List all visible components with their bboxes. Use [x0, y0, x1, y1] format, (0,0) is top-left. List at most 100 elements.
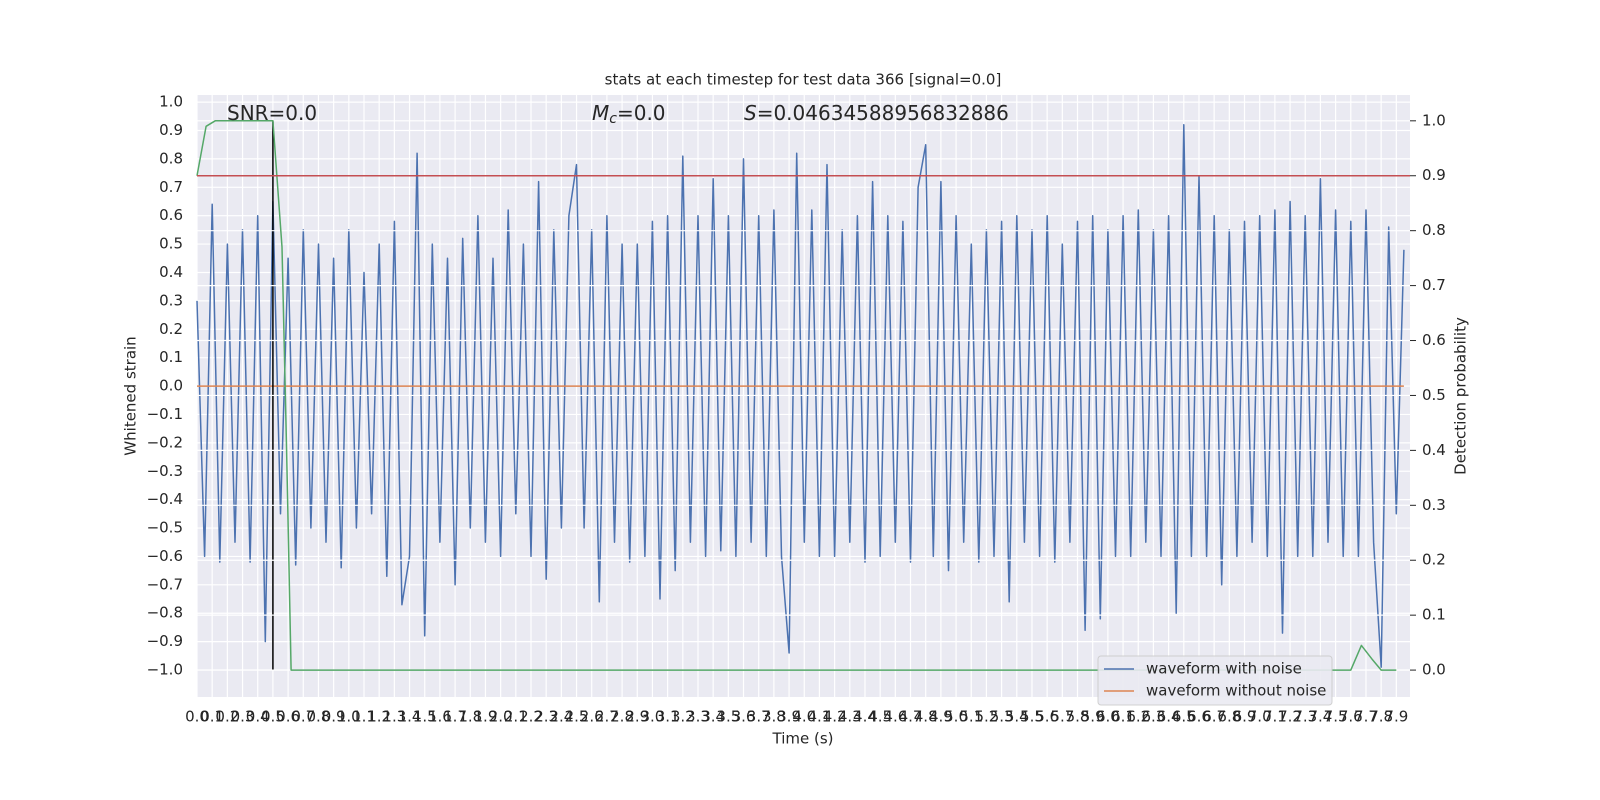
- y-tick-label: −0.3: [147, 462, 183, 480]
- x-tick-label: 0.6: [276, 708, 300, 726]
- x-tick-label: 4.3: [838, 708, 862, 726]
- annotation: S=0.04634588956832886: [744, 101, 1009, 125]
- y-tick-label: 0.0: [159, 377, 183, 395]
- annotation-symbol: M: [592, 101, 609, 125]
- y-tick-label: −0.6: [147, 547, 183, 565]
- x-tick-label: 3.8: [762, 708, 786, 726]
- probability-line: [196, 120, 1397, 671]
- x-tick-label: 1.4: [398, 708, 422, 726]
- x-tick-label: 1.6: [428, 708, 452, 726]
- y-tick-label: −0.2: [147, 433, 183, 451]
- x-tick-label: 1.7: [443, 708, 467, 726]
- x-tick-label: 4.0: [792, 708, 816, 726]
- x-tick-label: 2.6: [580, 708, 604, 726]
- x-tick-label: 5.9: [1081, 708, 1105, 726]
- x-tick-label: 6.6: [1187, 708, 1211, 726]
- x-tick-label: 7.5: [1324, 708, 1348, 726]
- y-tick-label: −0.5: [147, 519, 183, 537]
- annotation-text: =0.04634588956832886: [757, 101, 1009, 125]
- x-tick-label: 3.1: [656, 708, 680, 726]
- y2-tick-label: 0.2: [1422, 551, 1446, 569]
- y-tick-label: 0.5: [159, 235, 183, 253]
- x-tick-label: 6.8: [1217, 708, 1241, 726]
- x-tick-label: 6.3: [1142, 708, 1166, 726]
- x-tick-label: 6.2: [1126, 708, 1150, 726]
- x-tick-label: 6.1: [1111, 708, 1135, 726]
- x-tick-label: 4.1: [808, 708, 832, 726]
- x-tick-label: 1.8: [458, 708, 482, 726]
- x-tick-label: 0.5: [261, 708, 285, 726]
- x-tick-label: 2.3: [534, 708, 558, 726]
- x-tick-label: 5.3: [990, 708, 1014, 726]
- x-tick-label: 2.4: [549, 708, 573, 726]
- y-tick-label: −0.4: [147, 490, 183, 508]
- chart-title: stats at each timestep for test data 366…: [605, 71, 1002, 89]
- x-tick-label: 7.8: [1369, 708, 1393, 726]
- x-tick-label: 5.5: [1020, 708, 1044, 726]
- y2-tick-label: 0.4: [1422, 441, 1446, 459]
- x-axis-label: Time (s): [772, 730, 834, 748]
- legend-label: waveform with noise: [1146, 660, 1302, 678]
- x-tick-label: 6.4: [1157, 708, 1181, 726]
- x-tick-label: 6.9: [1233, 708, 1257, 726]
- y-tick-label: 0.9: [159, 121, 183, 139]
- y-tick-label: 0.3: [159, 291, 183, 309]
- y-tick-label: 0.1: [159, 348, 183, 366]
- series-line: [196, 124, 1405, 668]
- x-tick-label: 4.6: [883, 708, 907, 726]
- y2-tick-label: 0.1: [1422, 606, 1446, 624]
- x-tick-label: 7.9: [1384, 708, 1408, 726]
- x-tick-label: 5.0: [944, 708, 968, 726]
- y-tick-label: 0.6: [159, 206, 183, 224]
- x-tick-label: 7.0: [1248, 708, 1272, 726]
- y-tick-label: −0.8: [147, 604, 183, 622]
- x-tick-label: 7.1: [1263, 708, 1287, 726]
- x-tick-label: 7.4: [1308, 708, 1332, 726]
- x-tick-label: 3.5: [716, 708, 740, 726]
- x-tick-label: 0.4: [246, 708, 270, 726]
- y-tick-label: 0.2: [159, 320, 183, 338]
- y-axis-label: Whitened strain: [122, 336, 140, 455]
- y-tick-label: −0.7: [147, 575, 183, 593]
- y-tick-label: 1.0: [159, 93, 183, 111]
- x-tick-label: 0.0: [185, 708, 209, 726]
- y-tick-label: −1.0: [147, 661, 183, 679]
- x-tick-label: 3.2: [671, 708, 695, 726]
- x-tick-label: 4.4: [853, 708, 877, 726]
- x-tick-label: 3.3: [686, 708, 710, 726]
- annotation-text: =0.0: [617, 101, 666, 125]
- x-tick-label: 0.7: [291, 708, 315, 726]
- x-tick-label: 6.7: [1202, 708, 1226, 726]
- y2-tick-label: 0.8: [1422, 221, 1446, 239]
- x-tick-label: 1.5: [413, 708, 437, 726]
- y2-tick-label: 0.9: [1422, 166, 1446, 184]
- y2-tick-label: 0.7: [1422, 276, 1446, 294]
- x-tick-label: 3.6: [732, 708, 756, 726]
- x-tick-label: 7.7: [1354, 708, 1378, 726]
- x-tick-label: 6.5: [1172, 708, 1196, 726]
- x-tick-label: 1.2: [367, 708, 391, 726]
- x-tick-label: 1.1: [352, 708, 376, 726]
- x-tick-label: 5.1: [959, 708, 983, 726]
- x-tick-label: 3.0: [641, 708, 665, 726]
- y-tick-label: 0.8: [159, 149, 183, 167]
- x-tick-label: 3.7: [747, 708, 771, 726]
- x-tick-label: 5.6: [1035, 708, 1059, 726]
- annotation-subscript: c: [609, 111, 617, 127]
- x-tick-label: 0.1: [200, 708, 224, 726]
- x-tick-label: 3.9: [777, 708, 801, 726]
- y2-axis-label: Detection probability: [1452, 317, 1470, 475]
- x-tick-label: 4.2: [823, 708, 847, 726]
- x-tick-label: 7.2: [1278, 708, 1302, 726]
- x-tick-label: 5.4: [1005, 708, 1029, 726]
- y-tick-label: 0.4: [159, 263, 183, 281]
- y-tick-label: −0.9: [147, 632, 183, 650]
- x-tick-label: 7.6: [1339, 708, 1363, 726]
- x-tick-label: 4.7: [899, 708, 923, 726]
- x-tick-label: 6.0: [1096, 708, 1120, 726]
- legend-label: waveform without noise: [1146, 682, 1326, 700]
- x-tick-label: 4.8: [914, 708, 938, 726]
- x-tick-label: 2.5: [565, 708, 589, 726]
- y2-tick-label: 0.5: [1422, 386, 1446, 404]
- y-tick-label: 0.7: [159, 178, 183, 196]
